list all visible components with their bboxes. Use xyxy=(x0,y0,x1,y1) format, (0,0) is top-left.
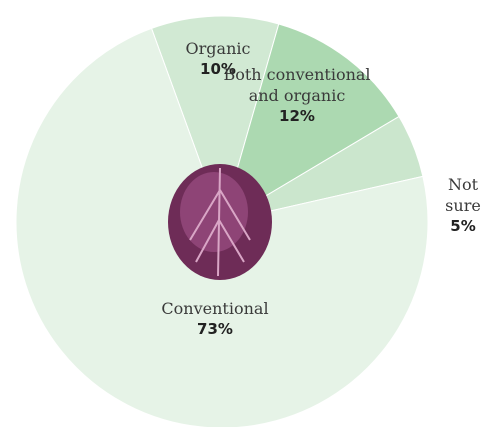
pie-slice xyxy=(150,15,280,224)
category-label: Conventional xyxy=(161,299,269,318)
slice-label: Not sure 5% xyxy=(440,174,486,237)
category-label: Both conventional and organic xyxy=(223,65,371,105)
value-label: 73% xyxy=(197,320,233,338)
category-label: Not sure xyxy=(445,175,481,215)
value-label: 5% xyxy=(450,217,476,235)
slice-label: Both conventional and organic 12% xyxy=(222,64,372,127)
slice-label: Conventional 73% xyxy=(140,298,290,340)
cabbage-image xyxy=(168,164,272,280)
slice-label: Organic 10% xyxy=(168,38,268,80)
category-label: Organic xyxy=(185,39,251,58)
value-label: 10% xyxy=(200,60,236,78)
value-label: 12% xyxy=(279,107,315,125)
cabbage-leaf xyxy=(180,172,248,252)
cabbage-veins xyxy=(189,167,251,277)
pie-slice xyxy=(221,23,400,224)
